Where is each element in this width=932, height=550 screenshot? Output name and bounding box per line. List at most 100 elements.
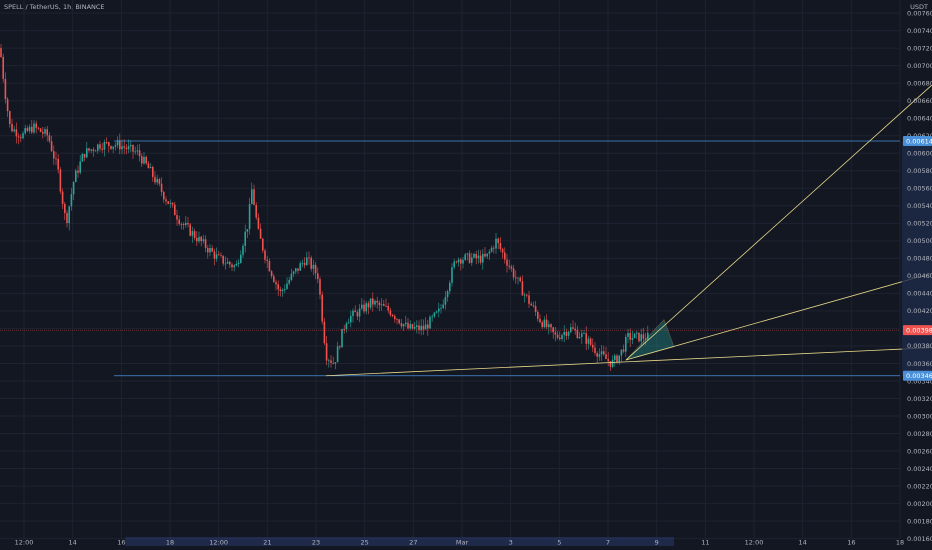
y-tick-label: 0.00200 — [907, 500, 932, 508]
candle-body — [640, 334, 642, 342]
candle-body — [464, 254, 466, 260]
candle-body — [482, 253, 484, 263]
candle-body — [475, 253, 477, 259]
candle-body — [310, 257, 312, 269]
candle-body — [209, 248, 211, 253]
candles — [0, 44, 649, 372]
candle-body — [141, 156, 143, 164]
candle-body — [182, 224, 185, 225]
candle-body — [24, 128, 26, 134]
y-tick-label: 0.00260 — [907, 447, 932, 455]
y-tick-label: 0.00540 — [907, 202, 932, 210]
x-tick-label: 14 — [799, 539, 807, 547]
candle-body — [358, 308, 361, 317]
y-tick-label: 0.00320 — [907, 395, 932, 403]
candle-body — [185, 222, 187, 225]
y-tick-label: 0.00460 — [907, 272, 932, 280]
symbol-title[interactable]: SPELL / TetherUS, 1h, BINANCE — [4, 3, 105, 11]
currency-label[interactable]: USDT — [910, 3, 928, 11]
candle-body — [75, 170, 77, 183]
candle-body — [589, 338, 592, 345]
candle-body — [246, 229, 249, 232]
x-tick-label: 21 — [263, 539, 271, 547]
candle-body — [405, 322, 407, 325]
candle-body — [213, 251, 216, 259]
candle-body — [244, 231, 246, 246]
candle-body — [391, 314, 394, 317]
candle-body — [200, 236, 202, 242]
candle-body — [567, 331, 570, 336]
drawings — [0, 84, 932, 377]
candle-body — [572, 327, 574, 329]
candle-body — [15, 129, 18, 137]
price-tag-label: 0.00398 — [906, 326, 932, 334]
candle-body — [620, 349, 623, 356]
candle-body — [374, 300, 376, 305]
candle-body — [299, 263, 301, 271]
candle-body — [64, 203, 66, 213]
candle-body — [202, 239, 205, 242]
candle-body — [532, 305, 535, 307]
candle-body — [55, 158, 57, 160]
candle-body — [44, 129, 46, 134]
y-tick-label: 0.00640 — [907, 115, 932, 123]
x-tick-label: 16 — [117, 539, 125, 547]
x-tick-label: 23 — [312, 539, 320, 547]
candle-body — [528, 295, 530, 304]
candle-body — [116, 140, 119, 146]
candle-body — [642, 334, 645, 339]
candle-body — [211, 248, 213, 252]
candle-body — [39, 128, 42, 132]
x-tick-label: 14 — [69, 539, 77, 547]
price-tag-box — [903, 325, 932, 336]
candle-body — [154, 176, 156, 183]
candle-body — [20, 137, 22, 139]
y-tick-label: 0.00760 — [907, 9, 932, 17]
candle-body — [319, 279, 321, 295]
candle-body — [363, 304, 365, 312]
candle-body — [273, 276, 275, 282]
candle-body — [330, 360, 332, 363]
candle-body — [471, 257, 473, 263]
candle-body — [224, 263, 227, 265]
candle-body — [281, 289, 284, 292]
x-tick-label: 11 — [701, 539, 709, 547]
candle-body — [537, 311, 539, 319]
candle-body — [570, 327, 572, 332]
candle-body — [444, 297, 447, 305]
candle-body — [638, 332, 640, 342]
candle-body — [237, 262, 240, 264]
candle-body — [585, 333, 587, 344]
candle-body — [332, 362, 334, 364]
candle-body — [308, 257, 310, 259]
candle-body — [488, 251, 491, 254]
trend-line — [625, 272, 932, 361]
candle-body — [231, 264, 233, 268]
candle-body — [268, 261, 271, 272]
candle-body — [345, 323, 348, 330]
candle-body — [94, 150, 97, 152]
candle-body — [0, 48, 2, 58]
candle-body — [37, 127, 40, 129]
candle-body — [264, 250, 266, 260]
y-tick-label: 0.00660 — [907, 97, 932, 105]
candle-body — [163, 191, 165, 200]
candle-body — [339, 346, 341, 348]
candle-body — [389, 310, 392, 315]
trend-line — [325, 347, 932, 377]
candle-body — [33, 123, 35, 133]
candle-body — [169, 202, 172, 204]
candle-body — [563, 331, 565, 336]
x-tick-label: 18 — [166, 539, 174, 547]
candle-body — [125, 147, 128, 150]
trend-line — [625, 84, 932, 361]
candle-body — [442, 304, 444, 308]
candle-body — [68, 206, 70, 224]
candle-body — [440, 307, 442, 309]
candle-body — [369, 298, 372, 308]
price-tag-label: 0.00614 — [906, 137, 932, 145]
time-axis: 12:00 14 16 18 12:00 21 23 25 27 Mar 3 5 7 9 11 12:00 14… — [15, 537, 904, 547]
candle-body — [72, 182, 75, 195]
candle-body — [292, 271, 295, 274]
